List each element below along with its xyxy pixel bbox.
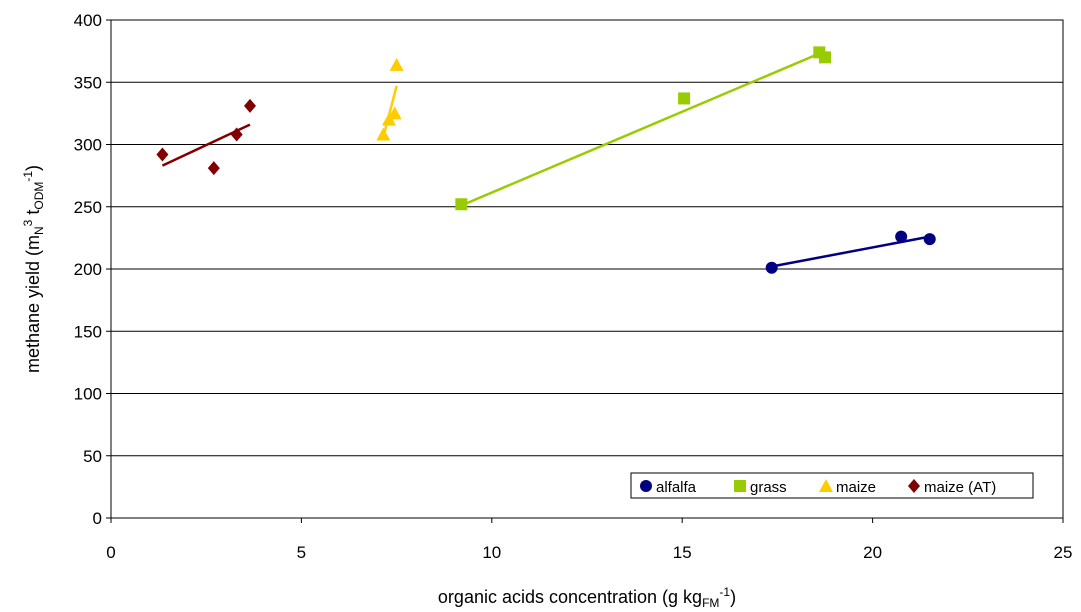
point-maize-at-3 [243,98,256,113]
y-tick-label-0: 0 [93,509,102,528]
x-axis-ticks: 0 5 10 15 20 25 [106,518,1072,562]
point-maize-2 [387,106,402,120]
point-maize-at-1 [207,161,220,176]
y-tick-label-200: 200 [74,260,102,279]
x-tick-label-20: 20 [863,543,882,562]
legend-label-grass: grass [750,479,787,496]
legend-marker-grass [734,480,746,492]
y-tick-label-300: 300 [74,136,102,155]
legend-marker-maize [819,479,833,492]
y-axis-label: methane yield (mN3 tODM-1) [21,165,46,373]
x-tick-label-15: 15 [673,543,692,562]
legend-label-maize-at: maize (AT) [924,479,996,496]
legend: alfalfa grass maize maize (AT) [630,472,1034,499]
y-axis-ticks: 0 50 100 150 200 250 300 350 400 [74,11,111,528]
point-alfalfa-2 [923,233,936,246]
point-maize-at-2 [230,127,243,142]
point-grass-3 [819,51,831,64]
y-tick-label-100: 100 [74,385,102,404]
point-grass-0 [455,198,468,211]
trendline-maize [382,85,398,138]
point-maize-3 [389,57,404,71]
point-alfalfa-1 [895,230,908,243]
point-maize-at-0 [156,147,169,162]
y-tick-label-50: 50 [83,447,102,466]
point-grass-1 [678,92,691,105]
x-tick-label-10: 10 [482,543,501,562]
y-tick-label-350: 350 [74,73,102,92]
point-alfalfa-0 [765,261,778,274]
y-tick-label-250: 250 [74,198,102,217]
gridlines [111,81,1063,457]
legend-label-alfalfa: alfalfa [656,479,697,496]
x-tick-label-0: 0 [106,543,115,562]
point-maize-0 [376,127,391,141]
trendline-grass [460,49,826,207]
data-points [156,46,936,274]
legend-label-maize: maize [836,479,876,496]
x-tick-label-25: 25 [1054,543,1073,562]
legend-marker-alfalfa [640,480,652,492]
y-tick-label-400: 400 [74,11,102,30]
x-tick-label-5: 5 [297,543,306,562]
y-tick-label-150: 150 [74,322,102,341]
x-axis-label: organic acids concentration (g kgFM-1) [438,585,736,610]
legend-marker-maize-at [908,479,920,493]
legend-box [630,472,1034,499]
